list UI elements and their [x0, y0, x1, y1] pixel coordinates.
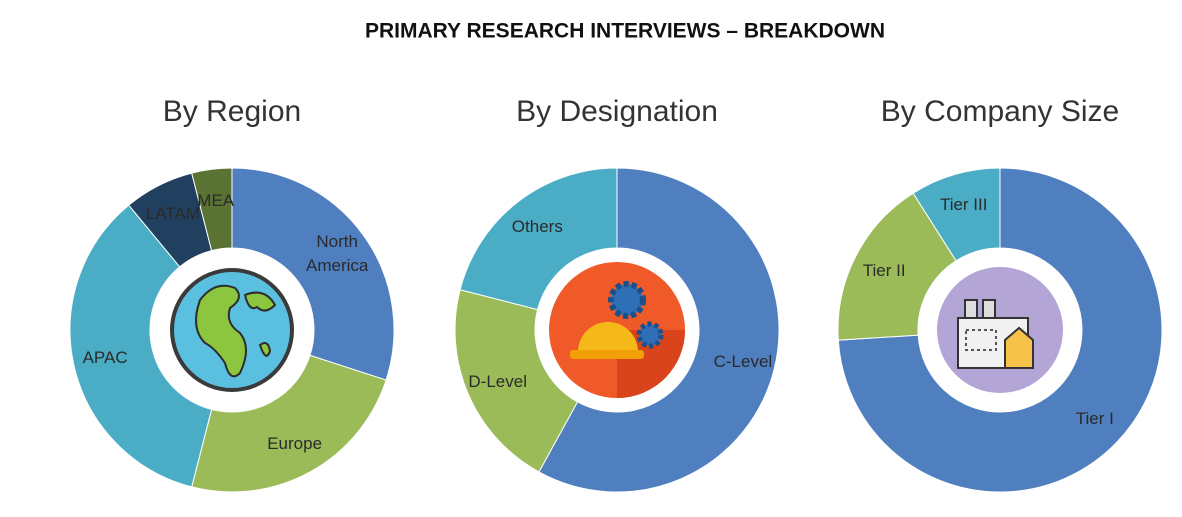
slice-label: Tier III — [939, 195, 988, 215]
factory-icon — [932, 262, 1068, 398]
gear — [636, 321, 664, 349]
slice-label: North America — [305, 231, 369, 275]
donut-slice — [454, 289, 579, 473]
slice-label: Others — [511, 217, 563, 237]
globe-icon — [164, 262, 300, 398]
chart-subtitle: By Company Size — [881, 95, 1119, 128]
slice-label: LATAM — [145, 204, 201, 224]
donut-slice — [191, 167, 233, 252]
donut-slice — [191, 354, 387, 493]
donut-slice — [231, 167, 395, 381]
slice-label: Tier II — [862, 260, 906, 280]
donut-slice — [837, 167, 1163, 493]
windows — [965, 329, 997, 351]
donut-slice — [912, 167, 1001, 262]
page-title: PRIMARY RESEARCH INTERVIEWS – BREAKDOWN — [365, 20, 885, 43]
donut-slice — [459, 167, 618, 311]
globe-land — [258, 342, 272, 357]
globe-land — [195, 284, 247, 378]
chart-subtitle: By Region — [163, 95, 301, 128]
gear — [608, 281, 646, 319]
donut-slice — [837, 192, 957, 341]
globe-land — [243, 291, 277, 312]
helmet-brim — [570, 350, 644, 359]
slice-label: APAC — [82, 348, 128, 368]
designation-icon — [549, 262, 685, 398]
slices — [69, 167, 1163, 493]
slice-label: Tier I — [1075, 408, 1114, 428]
slice-label: Europe — [267, 433, 323, 453]
house — [1004, 326, 1034, 369]
slice-label: D-Level — [468, 371, 527, 391]
helmet — [578, 322, 638, 352]
slice-label: C-Level — [713, 352, 773, 372]
donut-slice — [69, 204, 213, 488]
chart-subtitle: By Designation — [516, 95, 718, 128]
slice-label: MEA — [197, 191, 235, 211]
donut-slice — [538, 167, 780, 493]
